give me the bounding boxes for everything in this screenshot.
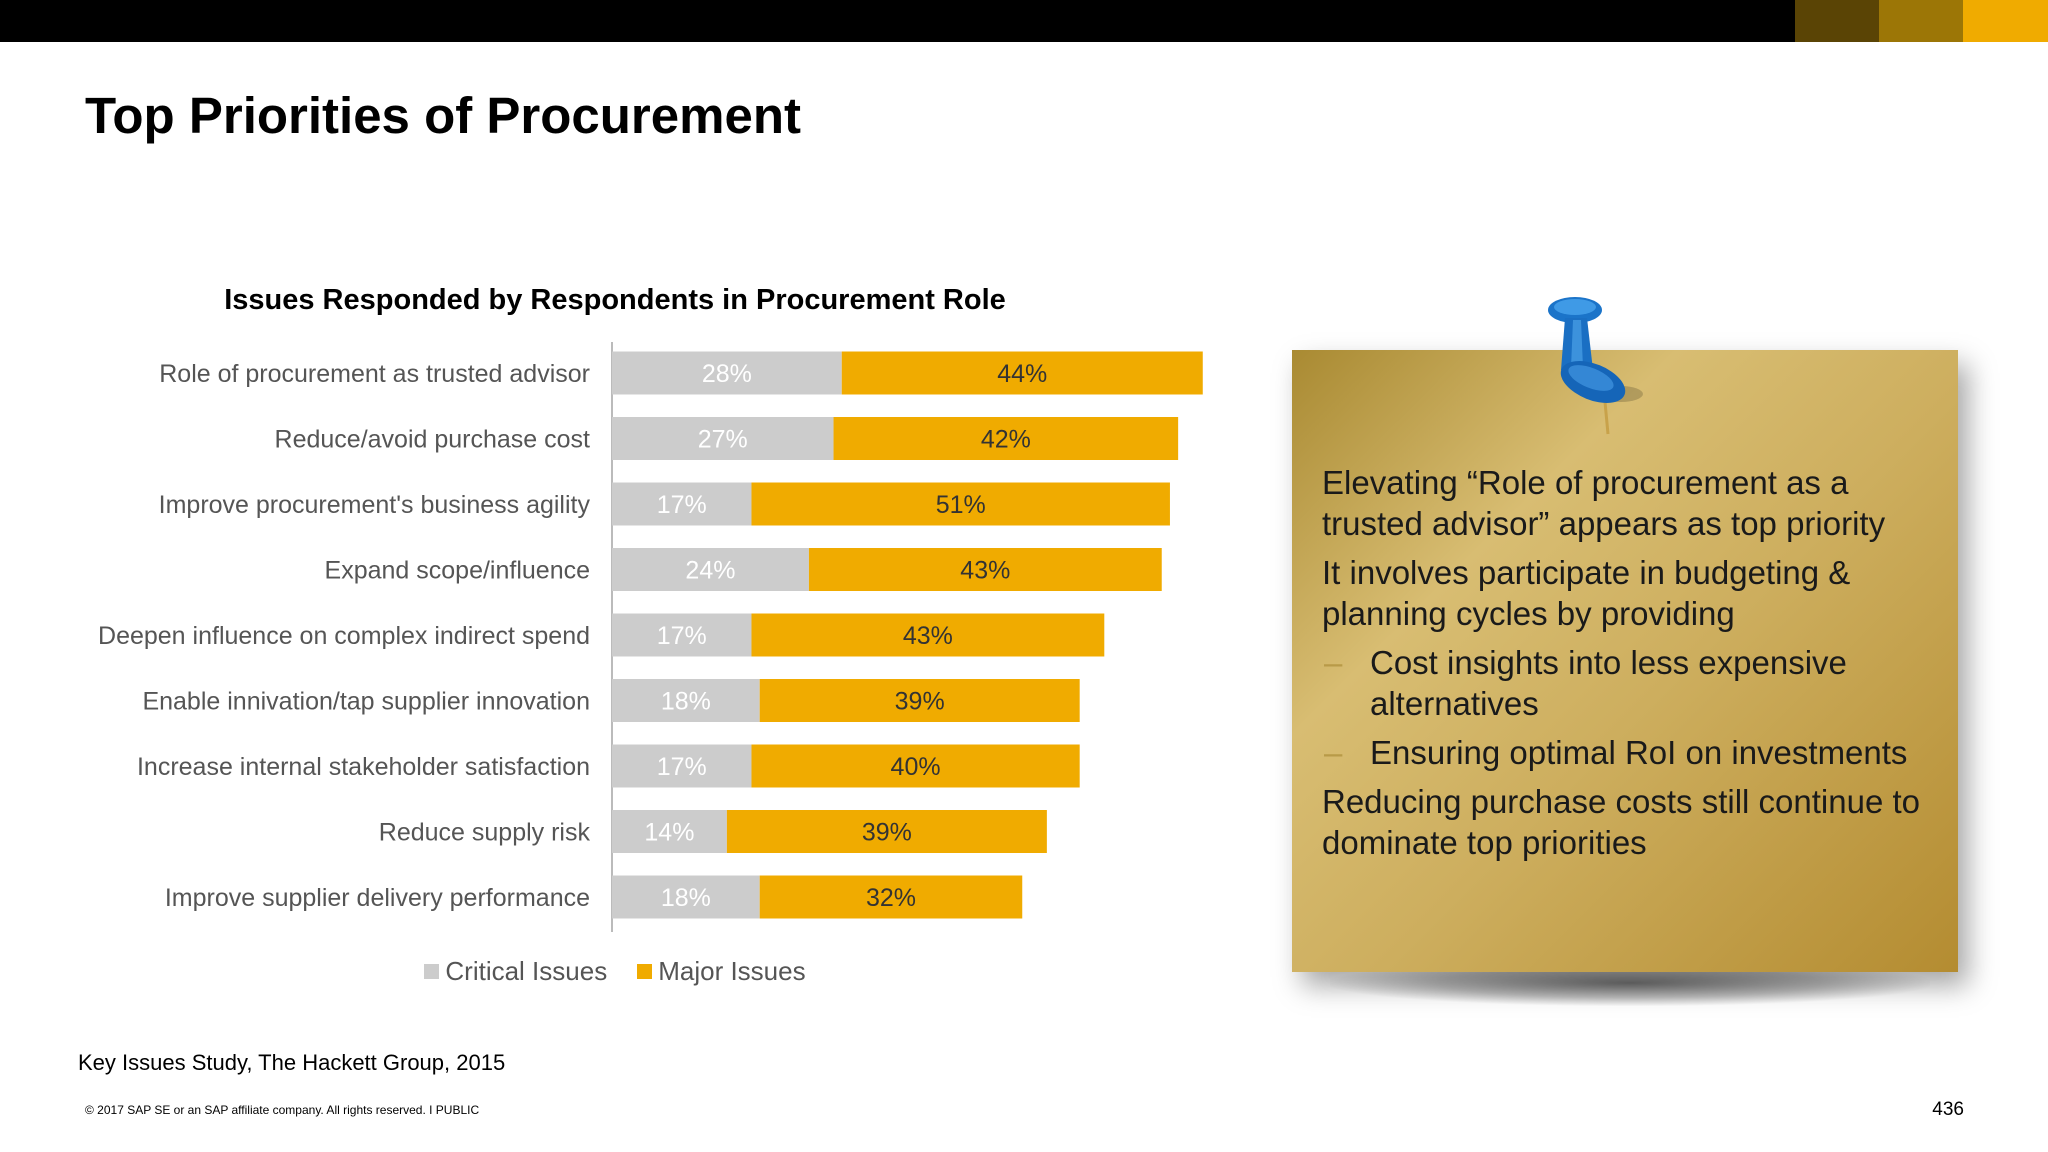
legend-swatch-major — [637, 964, 653, 979]
note-paragraph-1: Elevating “Role of procurement as a trus… — [1322, 464, 1886, 542]
accent-block-dark — [1795, 0, 1879, 42]
legend-item-major: Major Issues — [637, 956, 806, 987]
note-sub-item-2-text: Ensuring optimal RoI on investments — [1370, 734, 1908, 771]
category-label: Enable innivation/tap supplier innovatio… — [142, 688, 590, 716]
data-label-critical: 17% — [657, 491, 707, 519]
note-sub-item-1: – Cost insights into less expensive alte… — [1322, 642, 1942, 724]
data-label-critical: 28% — [702, 360, 752, 388]
category-label: Increase internal stakeholder satisfacti… — [137, 753, 590, 781]
data-label-major: 39% — [895, 688, 945, 716]
bar-critical — [612, 482, 752, 526]
category-label: Role of procurement as trusted advisor — [159, 360, 590, 388]
chart-title: Issues Responded by Respondents in Procu… — [224, 284, 1006, 316]
data-label-critical: 17% — [657, 622, 707, 650]
bar-critical — [612, 810, 727, 853]
bar-major — [759, 679, 1080, 722]
category-label: Reduce/avoid purchase cost — [275, 426, 591, 454]
data-label-critical: 18% — [661, 884, 711, 912]
category-label: Reduce supply risk — [379, 819, 591, 847]
bar-major — [841, 351, 1203, 395]
accent-block-bright — [1963, 0, 2048, 42]
legend-swatch-critical — [424, 964, 440, 979]
legend-label-critical: Critical Issues — [445, 956, 608, 986]
bar-critical — [612, 548, 809, 591]
data-label-critical: 14% — [644, 819, 694, 847]
data-label-major: 40% — [891, 753, 941, 781]
data-label-major: 42% — [981, 426, 1031, 454]
dash-icon: – — [1324, 734, 1343, 771]
data-label-major: 44% — [997, 360, 1047, 388]
bar-critical — [612, 351, 842, 395]
data-label-critical: 18% — [661, 688, 711, 716]
note-paragraph-3: Reducing purchase costs still continue t… — [1322, 783, 1920, 861]
category-label: Improve supplier delivery performance — [165, 884, 590, 912]
data-label-major: 32% — [866, 884, 916, 912]
bar-major — [808, 548, 1162, 591]
note-sub-item-2: – Ensuring optimal RoI on investments — [1322, 732, 1942, 773]
data-label-critical: 17% — [657, 753, 707, 781]
stacked-bar-chart: Role of procurement as trusted advisor 28… — [98, 342, 1203, 932]
source-citation: Key Issues Study, The Hackett Group, 201… — [78, 1050, 506, 1075]
data-label-critical: 27% — [698, 426, 748, 454]
bar-critical — [612, 875, 760, 919]
bar-critical — [612, 744, 752, 788]
data-label-major: 43% — [903, 622, 953, 650]
bar-major — [726, 810, 1047, 853]
bar-critical — [612, 417, 834, 460]
sticky-note: Elevating “Role of procurement as a trus… — [1292, 350, 1958, 972]
legend-label-major: Major Issues — [658, 956, 806, 986]
bar-critical — [612, 613, 752, 657]
dash-icon: – — [1324, 644, 1343, 681]
accent-block-mid — [1879, 0, 1963, 42]
chart-legend: Critical Issues Major Issues — [0, 956, 1230, 987]
bar-major — [751, 744, 1080, 788]
legend-item-critical: Critical Issues — [424, 956, 607, 987]
category-label: Deepen influence on complex indirect spe… — [98, 622, 590, 650]
note-sub-item-1-text: Cost insights into less expensive altern… — [1370, 644, 1847, 722]
bar-critical — [612, 679, 760, 722]
copyright: © 2017 SAP SE or an SAP affiliate compan… — [85, 1103, 480, 1117]
category-label: Improve procurement's business agility — [159, 491, 591, 519]
top-bar — [0, 0, 2048, 42]
pushpin-icon — [1548, 297, 1643, 435]
data-label-major: 51% — [936, 491, 986, 519]
bar-major — [751, 482, 1170, 526]
note-body: Elevating “Role of procurement as a trus… — [1322, 462, 1942, 871]
data-label-critical: 24% — [685, 557, 735, 585]
data-label-major: 39% — [862, 819, 912, 847]
page-number: 436 — [1932, 1099, 1964, 1120]
bar-major — [751, 613, 1105, 657]
page-title: Top Priorities of Procurement — [85, 87, 801, 144]
bar-major — [759, 875, 1023, 919]
category-label: Expand scope/influence — [325, 557, 590, 585]
data-label-major: 43% — [960, 557, 1010, 585]
bar-major — [833, 417, 1179, 460]
note-paragraph-2: It involves participate in budgeting & p… — [1322, 554, 1851, 632]
